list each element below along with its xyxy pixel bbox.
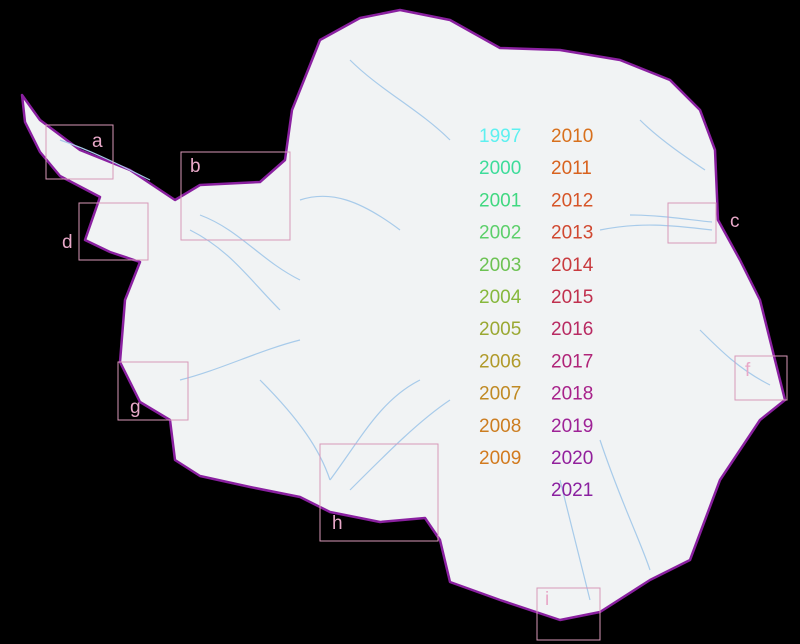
ice-flow-lines [59, 59, 771, 601]
legend-year: 2018 [551, 384, 593, 405]
continent [20, 8, 787, 622]
legend-year: 2010 [551, 126, 593, 147]
legend-year: 2002 [479, 223, 521, 244]
region-label: g [130, 397, 141, 418]
legend-year: 2012 [551, 190, 593, 211]
region-box [319, 443, 439, 542]
legend-year: 2004 [479, 287, 522, 308]
region-box [734, 355, 788, 401]
legend-year: 2008 [479, 416, 521, 437]
region-box [78, 202, 149, 261]
legend-year: 2016 [551, 319, 593, 340]
legend-year: 2015 [551, 287, 593, 308]
region-label: h [332, 513, 343, 534]
region-label: b [190, 156, 201, 177]
region-box [536, 587, 601, 641]
region-box [667, 202, 717, 244]
legend-year: 2014 [551, 255, 594, 276]
region-box [45, 124, 114, 180]
region-label: i [545, 589, 549, 610]
region-label: d [62, 232, 73, 253]
region-box [117, 361, 189, 421]
legend-year: 2001 [479, 190, 521, 211]
legend-year: 2007 [479, 384, 521, 405]
legend-year: 2020 [551, 448, 593, 469]
region-label: c [730, 211, 740, 232]
legend-year: 2011 [551, 158, 592, 179]
legend-year: 2005 [479, 319, 521, 340]
region-label: a [92, 131, 103, 152]
legend-year: 2017 [551, 351, 593, 372]
legend-year: 1997 [479, 126, 521, 147]
region-label: f [745, 360, 751, 381]
legend-year: 2019 [551, 416, 593, 437]
legend-year: 2013 [551, 223, 593, 244]
legend-year: 2021 [551, 480, 593, 501]
legend-year: 2003 [479, 255, 521, 276]
legend-year: 2000 [479, 158, 521, 179]
region-box [180, 151, 291, 241]
legend-year: 2009 [479, 448, 521, 469]
legend-year: 2006 [479, 351, 521, 372]
